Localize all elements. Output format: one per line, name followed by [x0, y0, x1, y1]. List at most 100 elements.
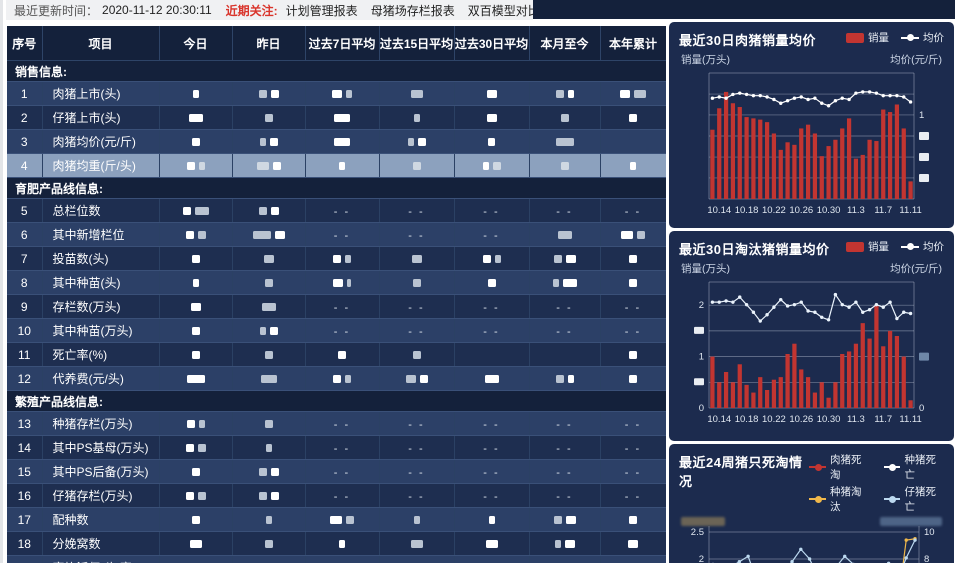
value-cell: - - — [529, 411, 601, 436]
table-row[interactable]: 3 肉猪均价(元/斤) — [7, 129, 666, 154]
redacted-value — [557, 231, 572, 240]
redacted-dash: - - — [624, 325, 642, 338]
table-row[interactable]: 18 分娩窝数 — [7, 531, 666, 556]
legend-item-销量[interactable]: 销量 — [846, 30, 889, 45]
redacted-value — [413, 516, 420, 525]
value-cell: - - — [454, 318, 530, 343]
redacted-value — [629, 375, 637, 384]
redacted-value — [488, 516, 495, 525]
legend-item-均价[interactable]: 均价 — [901, 239, 944, 254]
redacted-value — [264, 114, 273, 123]
table-row[interactable]: 8 其中种苗(头) — [7, 270, 666, 295]
value-cell — [600, 222, 666, 247]
redacted-dash: - - — [556, 418, 573, 431]
legend-label: 均价 — [923, 32, 944, 44]
table-row[interactable]: 1 肉猪上市(头) — [7, 81, 666, 106]
row-item-label: 种猪存栏(万头) — [42, 411, 160, 436]
redacted-value — [554, 540, 561, 549]
redacted-value — [259, 138, 266, 147]
table-row[interactable]: 17 配种数 — [7, 507, 666, 532]
redacted-value — [270, 492, 279, 501]
legend-item-种猪淘汰[interactable]: 种猪淘汰 — [809, 484, 869, 514]
y-tick-label: 0 — [699, 403, 704, 414]
value-cell — [529, 555, 601, 563]
col-header: 项目 — [42, 26, 160, 61]
legend-item-销量[interactable]: 销量 — [846, 239, 889, 254]
redacted-value — [413, 114, 420, 123]
redacted-value — [198, 420, 205, 429]
value-cell — [159, 459, 233, 484]
table-row[interactable]: 13 种猪存栏(万头) - - - - - - - - - - — [7, 411, 666, 436]
table-row[interactable]: 19窝均活仔(头/窝) — [7, 555, 666, 563]
value-cell — [600, 81, 666, 106]
value-cell — [159, 555, 233, 563]
value-cell — [529, 222, 601, 247]
redacted-dash: - - — [624, 301, 642, 314]
legend-label: 销量 — [868, 32, 889, 44]
row-item-label: 其中PS后备(万头) — [42, 459, 160, 484]
value-cell: - - — [454, 294, 530, 319]
redacted-tick — [919, 352, 929, 361]
kpi-table: 序号 项目 今日 昨日 过去7日平均 过去15日平均 过去30日平均 本月至今 本年累计 销售信… — [7, 26, 666, 563]
value-cell — [159, 366, 233, 391]
row-number: 12 — [7, 366, 43, 391]
redacted-value — [486, 90, 497, 99]
table-row[interactable]: 10 其中种苗(万头) - - - - - - - - - - — [7, 318, 666, 343]
value-cell — [232, 318, 306, 343]
redacted-value — [620, 90, 630, 99]
chart-legend: 销量 均价 — [846, 30, 944, 45]
chart-title: 最近30日淘汰猪销量均价 — [679, 242, 830, 257]
redacted-dash: - - — [333, 442, 351, 455]
table-row[interactable]: 4 肉猪均重(斤/头) — [7, 153, 666, 178]
table-row[interactable]: 11 死亡率(%) — [7, 342, 666, 367]
x-tick-label: 11.7 — [874, 414, 892, 425]
line-dot-swatch-icon — [901, 243, 919, 250]
redacted-dash: - - — [483, 466, 500, 479]
redacted-dash: - - — [333, 490, 351, 503]
redacted-value — [333, 255, 341, 264]
col-header: 昨日 — [232, 26, 306, 61]
section-row: 销售信息: — [7, 60, 666, 82]
table-row[interactable]: 14 其中PS基母(万头) - - - - - - - - - - — [7, 435, 666, 460]
table-row[interactable]: 7 投苗数(头) — [7, 246, 666, 271]
value-cell: - - — [529, 318, 601, 343]
row-number: 1 — [7, 81, 43, 106]
value-cell — [159, 294, 233, 319]
value-cell — [454, 342, 530, 367]
row-item-label: 其中PS基母(万头) — [42, 435, 160, 460]
row-number: 18 — [7, 531, 43, 556]
redacted-value — [265, 444, 272, 453]
redacted-value — [487, 279, 496, 288]
value-cell: - - — [305, 483, 380, 508]
redacted-value — [482, 162, 489, 171]
line-dot-swatch-icon — [809, 463, 827, 471]
redacted-value — [264, 279, 273, 288]
redacted-value — [412, 162, 421, 171]
legend-item-种猪死亡[interactable]: 种猪死亡 — [883, 452, 944, 482]
table-row[interactable]: 2 仔猪上市(头) — [7, 105, 666, 130]
legend-item-仔猪死亡[interactable]: 仔猪死亡 — [883, 484, 944, 514]
section-label: 繁殖产品线信息: — [7, 390, 666, 412]
x-tick-label: 10.30 — [817, 205, 841, 216]
x-tick-label: 11.3 — [847, 205, 865, 216]
value-cell — [232, 507, 306, 532]
row-item-label: 肉猪均价(元/斤) — [42, 129, 160, 154]
table-row[interactable]: 9 存栏数(万头) - - - - - - - - - - — [7, 294, 666, 319]
table-row[interactable]: 5 总栏位数 - - - - - - - - - - — [7, 198, 666, 223]
table-row[interactable]: 15 其中PS后备(万头) - - - - - - - - - - — [7, 459, 666, 484]
table-row[interactable]: 6 其中新增栏位 - - - - - - — [7, 222, 666, 247]
legend-item-均价[interactable]: 均价 — [901, 30, 944, 45]
value-cell — [159, 81, 233, 106]
x-tick-label: 10.18 — [735, 414, 759, 425]
value-cell: - - — [454, 459, 530, 484]
legend-item-肉猪死淘[interactable]: 肉猪死淘 — [809, 452, 869, 482]
redacted-value — [269, 327, 278, 336]
menu-item[interactable]: 母猪场存栏报表 — [370, 3, 455, 18]
value-cell — [529, 342, 601, 367]
table-row[interactable]: 12 代养费(元/头) — [7, 366, 666, 391]
value-cell — [159, 246, 233, 271]
table-row[interactable]: 16 仔猪存栏(万头) - - - - - - - - - - — [7, 483, 666, 508]
redacted-dash: - - — [333, 418, 351, 431]
menu-item[interactable]: 计划管理报表 — [285, 3, 358, 18]
value-cell — [600, 105, 666, 130]
